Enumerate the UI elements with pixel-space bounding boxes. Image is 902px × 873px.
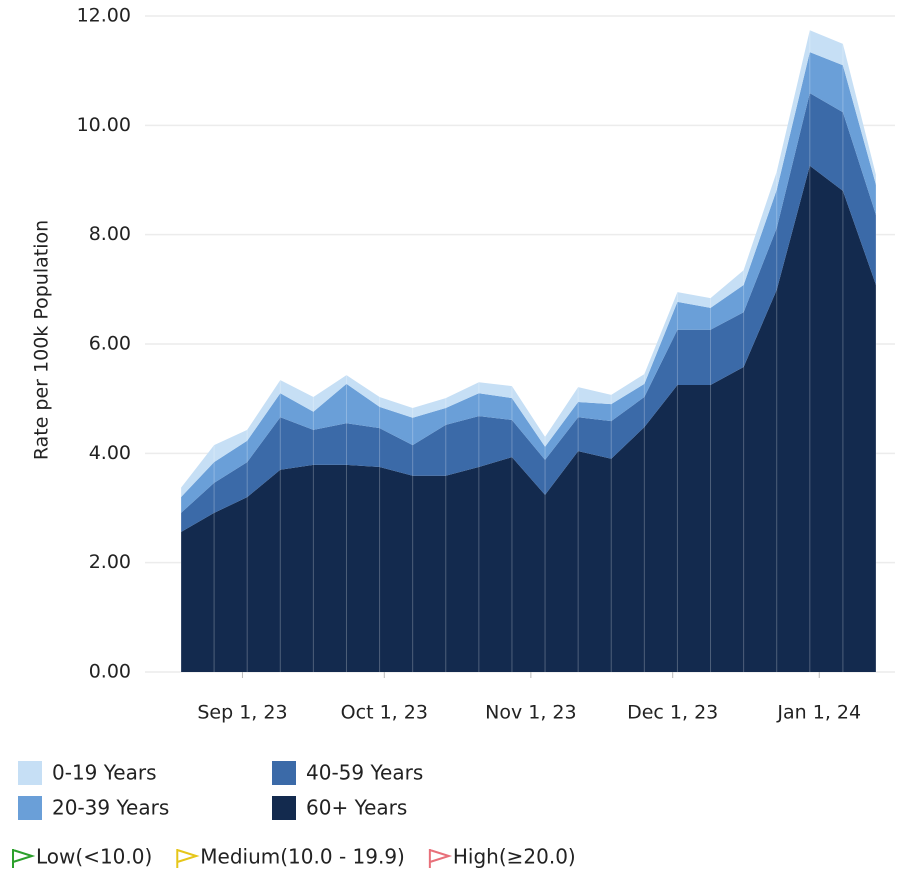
flag-icon [176,849,200,868]
y-axis-label: Rate per 100k Population [31,220,53,460]
legend-swatch [18,761,42,785]
legend-label: 0-19 Years [52,761,157,785]
area [181,165,876,672]
threshold-label: Low(<10.0) [36,845,152,869]
y-tick-label: 8.00 [89,223,131,245]
flag-icon [12,849,36,868]
flag-icon [428,849,453,868]
legend-label: 60+ Years [306,796,407,820]
x-tick-label: Jan 1, 24 [776,702,861,724]
legend-swatch [272,796,296,820]
area [181,52,876,513]
y-tick-label: 10.00 [77,114,131,136]
x-tick-label: Nov 1, 23 [485,702,576,724]
legend-label: 20-39 Years [52,796,169,820]
x-tick-label: Sep 1, 23 [197,702,287,724]
area [181,93,876,533]
threshold-flag: Medium(10.0 - 19.9) [176,845,405,869]
threshold-flag: High(≥20.0) [428,845,576,869]
threshold-label: High(≥20.0) [453,845,576,869]
x-tick-label: Dec 1, 23 [627,702,718,724]
y-tick-label: 2.00 [89,551,131,573]
y-tick-label: 4.00 [89,442,131,464]
legend-swatch [272,761,296,785]
legend-swatch [18,796,42,820]
threshold-label: Medium(10.0 - 19.9) [200,845,405,869]
x-tick-label: Oct 1, 23 [341,702,428,724]
y-tick-label: 0.00 [89,661,131,683]
legend-label: 40-59 Years [306,761,423,785]
threshold-flag: Low(<10.0) [12,845,152,869]
y-tick-label: 12.00 [77,5,131,27]
y-tick-label: 6.00 [89,333,131,355]
